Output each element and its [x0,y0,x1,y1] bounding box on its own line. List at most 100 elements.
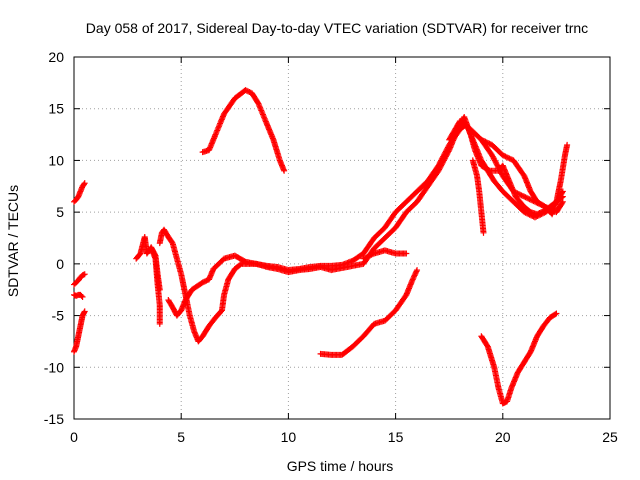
data-point-marker [526,196,533,203]
data-point-marker [501,152,508,159]
data-point-marker [559,199,566,206]
y-tick-label: -15 [44,411,64,427]
data-point-marker [81,181,88,188]
data-point-marker [414,267,421,274]
series-track-2 [71,271,88,288]
y-tick-label: -10 [44,359,64,375]
data-point-marker [549,207,556,214]
y-axis-label: SDTVAR / TECUs [5,185,21,297]
data-point-marker [480,229,487,236]
data-point-marker [403,250,410,257]
series-track-3 [71,291,86,300]
series-track-1 [71,180,88,205]
data-point-marker [514,190,521,197]
x-tick-label: 15 [388,429,404,445]
data-point-marker [538,202,545,209]
data-point-marker [525,195,532,202]
data-point-marker [531,198,538,205]
data-point-marker [412,271,419,278]
data-point-marker [535,200,542,207]
data-point-marker [410,273,417,280]
data-point-marker [544,204,551,211]
data-point-marker [540,202,546,209]
data-point-marker [553,310,560,317]
chart-title: Day 058 of 2017, Sidereal Day-to-day VTE… [86,20,588,36]
data-point-marker [559,198,566,205]
series-track-13 [446,118,571,218]
axis-ticks [73,56,611,420]
data-point-marker [364,253,371,260]
data-point-marker [518,192,525,199]
data-point-marker [369,251,376,258]
data-point-marker [368,251,375,258]
data-point-marker [156,320,163,327]
data-point-marker [506,155,513,162]
data-point-marker [445,148,452,155]
data-point-marker [78,292,85,299]
data-point-marker [545,205,552,212]
data-point-marker [281,167,288,174]
data-point-marker [360,255,367,262]
data-point-marker [559,188,566,195]
data-point-marker [527,196,534,203]
y-tick-label: 5 [56,204,64,220]
grid-lines [74,57,610,419]
series-track-4 [71,308,88,355]
series-track-9 [199,87,288,174]
tick-labels: 0 5 10 15 20 25 -15 -10 -5 0 5 10 15 20 [44,49,618,445]
data-point-marker [81,308,88,315]
data-point-marker [546,205,553,212]
y-tick-label: 15 [48,101,64,117]
data-point-marker [499,152,506,159]
data-point-marker [542,203,549,210]
data-point-marker [486,140,493,147]
data-point-marker [519,192,526,199]
data-point-marker [365,253,372,260]
x-tick-label: 10 [281,429,297,445]
series-track-10 [360,247,410,262]
y-tick-label: 0 [56,256,64,272]
x-axis-label: GPS time / hours [287,458,394,474]
data-point-marker [81,271,88,278]
data-point-marker [502,153,509,160]
x-tick-label: 25 [602,429,618,445]
y-tick-label: 10 [48,152,64,168]
data-point-marker [413,268,420,275]
data-point-marker [363,254,370,261]
data-point-marker [533,199,540,206]
plot-frame [73,56,611,420]
data-point-marker [511,189,518,196]
x-tick-label: 5 [177,429,185,445]
data-point-marker [548,206,555,213]
series-track-14 [478,136,566,216]
data-point-marker [361,255,368,262]
data-point-marker [529,197,536,204]
data-point-marker [564,141,571,148]
data-point-marker [521,193,528,200]
data-point-marker [541,203,548,210]
data-point-marker [530,198,537,205]
data-point-marker [79,293,86,300]
x-tick-label: 20 [495,429,511,445]
data-point-marker [412,269,419,276]
data-point-marker [515,191,522,198]
series-track-11 [317,267,421,358]
data-point-marker [485,167,492,174]
data-point-marker [410,275,417,282]
y-tick-label: 20 [48,49,64,65]
data-point-marker [552,311,559,318]
data-point-marker [505,154,512,161]
series-track-12 [469,157,487,236]
series-track-15 [478,310,560,407]
data-point-marker [367,252,374,259]
data-point-marker [411,272,418,279]
data-point-marker [521,209,528,216]
y-tick-label: -5 [52,308,65,324]
data-point-marker [507,156,514,163]
data-points [71,87,571,407]
x-tick-label: 0 [70,429,78,445]
data-point-marker [409,276,416,283]
data-point-marker [510,188,517,195]
data-point-marker [523,194,530,201]
